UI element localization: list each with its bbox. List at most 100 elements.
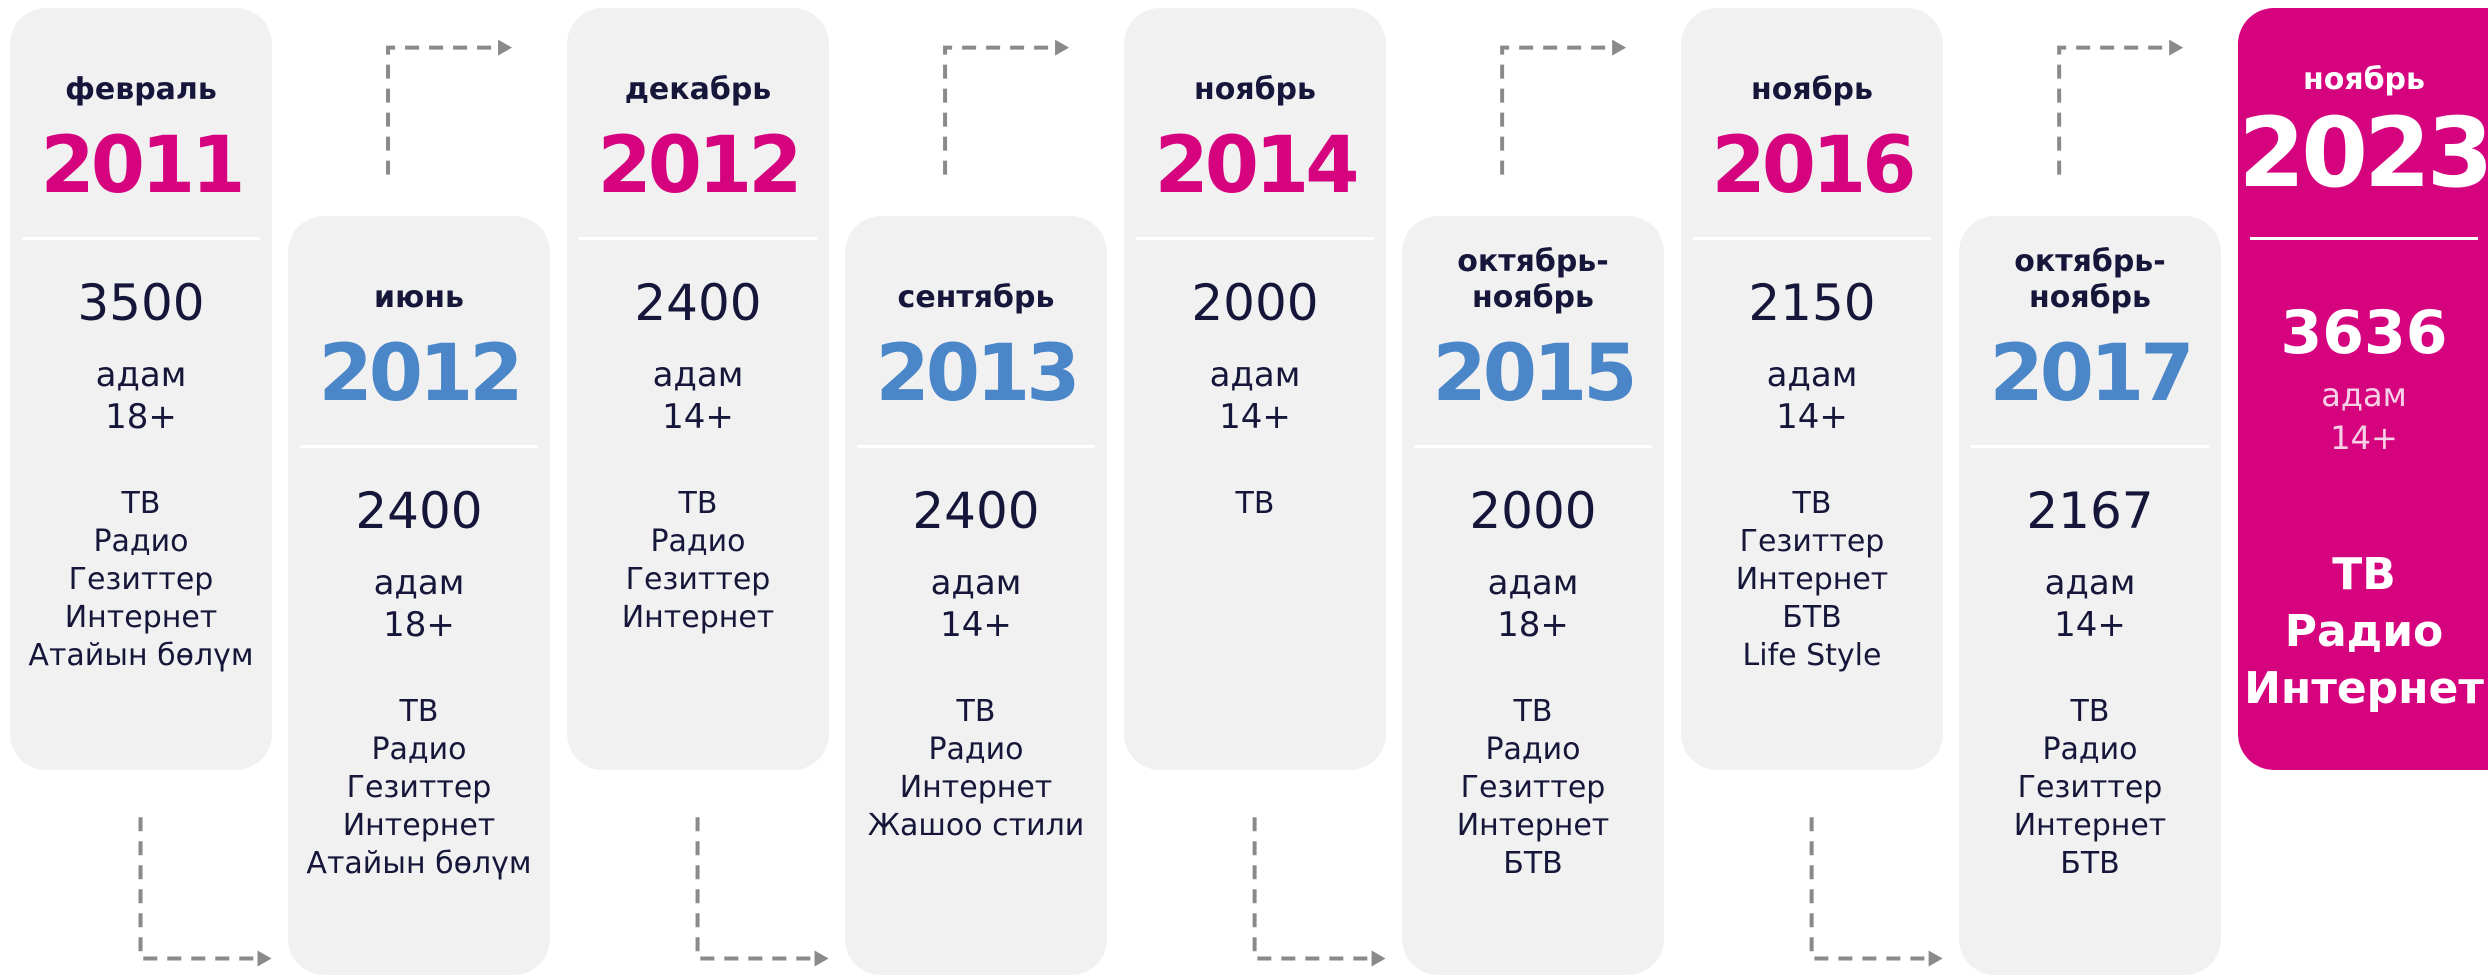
arrow-line [386, 45, 499, 175]
month-box: октябрь-ноябрь [1959, 216, 2221, 316]
media-list: ТВ Радио Гезиттер Интернет БТВ [1959, 693, 2221, 883]
month: декабрь [624, 72, 772, 107]
media-list: ТВ Радио Гезиттер Интернет [567, 485, 829, 637]
month-box: декабрь [567, 8, 829, 108]
media-item: Интернет [64, 600, 218, 635]
divider [1136, 237, 1374, 240]
media-list: ТВ [1124, 485, 1386, 523]
count: 2400 [355, 482, 483, 540]
count: 2000 [1191, 274, 1319, 332]
media-list: ТВ Радио Гезиттер Интернет Атайын бөлүм [10, 485, 272, 675]
divider [2250, 237, 2478, 240]
timeline-card: июнь 2012 2400 адам 18+ ТВ Радио Гезиттер Интерн… [288, 216, 550, 975]
year: 2023 [2238, 97, 2488, 209]
unit: адам [2044, 563, 2136, 603]
media-item: Радио [1485, 732, 1581, 767]
age: 18+ [105, 397, 177, 437]
media-item: Интернет [342, 808, 496, 843]
month-box: ноябрь [1681, 8, 1943, 108]
arrow-line [943, 45, 1056, 175]
media-item: Гезиттер [1739, 524, 1885, 559]
media-item: ТВ [399, 694, 439, 729]
timeline-card: ноябрь 2014 2000 адам 14+ ТВ [1124, 8, 1386, 770]
media-item: Гезиттер [346, 770, 492, 805]
media-item: Радио [2284, 606, 2444, 657]
media-item: Радио [371, 732, 467, 767]
divider [22, 237, 260, 240]
year: 2012 [318, 329, 523, 419]
arrow-head [1055, 39, 1070, 56]
arrow-head [498, 39, 513, 56]
media-item: Life Style [1742, 638, 1882, 673]
unit: адам [95, 355, 187, 395]
media-item: ТВ [2070, 694, 2110, 729]
year: 2012 [597, 121, 802, 211]
age: 14+ [2330, 419, 2398, 457]
year: 2016 [1711, 121, 1916, 211]
month-box: ноябрь [1124, 8, 1386, 108]
timeline-card: ноябрь 2023 3636 адам 14+ ТВ Радио Интернет [2238, 8, 2488, 770]
arrow-head [814, 950, 829, 967]
age: 14+ [1219, 397, 1291, 437]
media-item: Гезиттер [2017, 770, 2163, 805]
month: февраль [65, 72, 217, 107]
media-item: БТВ [1503, 846, 1563, 881]
count: 2150 [1748, 274, 1876, 332]
month: ноябрь [1751, 72, 1873, 107]
count: 3636 [2280, 298, 2448, 368]
month-box: февраль [10, 8, 272, 108]
arrow-head [257, 950, 272, 967]
timeline-card: декабрь 2012 2400 адам 14+ ТВ Радио Гезиттер Инт… [567, 8, 829, 770]
month: октябрь-ноябрь [2014, 244, 2166, 315]
count: 2167 [2026, 482, 2154, 540]
divider [1971, 445, 2209, 448]
unit: адам [2321, 376, 2407, 414]
media-item: Интернет [899, 770, 1053, 805]
media-item: ТВ [121, 486, 161, 521]
arrow-line [138, 817, 258, 961]
age: 18+ [383, 605, 455, 645]
unit: адам [373, 563, 465, 603]
media-item: ТВ [956, 694, 996, 729]
month: октябрь-ноябрь [1457, 244, 1609, 315]
media-list: ТВ Гезиттер Интернет БТВ Life Style [1681, 485, 1943, 675]
timeline-card: октябрь-ноябрь 2017 2167 адам 14+ ТВ Радио Гези… [1959, 216, 2221, 975]
media-item: Интернет [1456, 808, 1610, 843]
arrow-line [1252, 817, 1372, 961]
month: ноябрь [2303, 62, 2425, 97]
media-item: Гезиттер [625, 562, 771, 597]
timeline-card: ноябрь 2016 2150 адам 14+ ТВ Гезиттер Интернет Б… [1681, 8, 1943, 770]
unit: адам [1766, 355, 1858, 395]
arrow-head [1371, 950, 1386, 967]
media-item: ТВ [2332, 549, 2396, 600]
divider [579, 237, 817, 240]
media-list: ТВ Радио Интернет [2238, 546, 2488, 717]
age: 14+ [940, 605, 1012, 645]
media-item: Радио [2042, 732, 2138, 767]
media-item: ТВ [1235, 486, 1275, 521]
media-item: Радио [93, 524, 189, 559]
arrow-line [2057, 45, 2170, 175]
unit: адам [1487, 563, 1579, 603]
media-item: Жашоо стили [867, 808, 1085, 843]
media-item: Гезиттер [68, 562, 214, 597]
year: 2011 [40, 121, 245, 211]
year: 2014 [1154, 121, 1359, 211]
year: 2013 [875, 329, 1080, 419]
arrow-head [1612, 39, 1627, 56]
media-item: ТВ [1792, 486, 1832, 521]
year: 2017 [1989, 329, 2194, 419]
timeline-card: октябрь-ноябрь 2015 2000 адам 18+ ТВ Радио Гези… [1402, 216, 1664, 975]
media-item: ТВ [1513, 694, 1553, 729]
month-box: сентябрь [845, 216, 1107, 316]
arrow-head [1928, 950, 1943, 967]
month: сентябрь [897, 280, 1055, 315]
unit: адам [1209, 355, 1301, 395]
media-item: Интернет [1735, 562, 1889, 597]
count: 2400 [912, 482, 1040, 540]
age: 18+ [1497, 605, 1569, 645]
media-item: Интернет [621, 600, 775, 635]
month: июнь [374, 280, 464, 315]
month: ноябрь [1194, 72, 1316, 107]
